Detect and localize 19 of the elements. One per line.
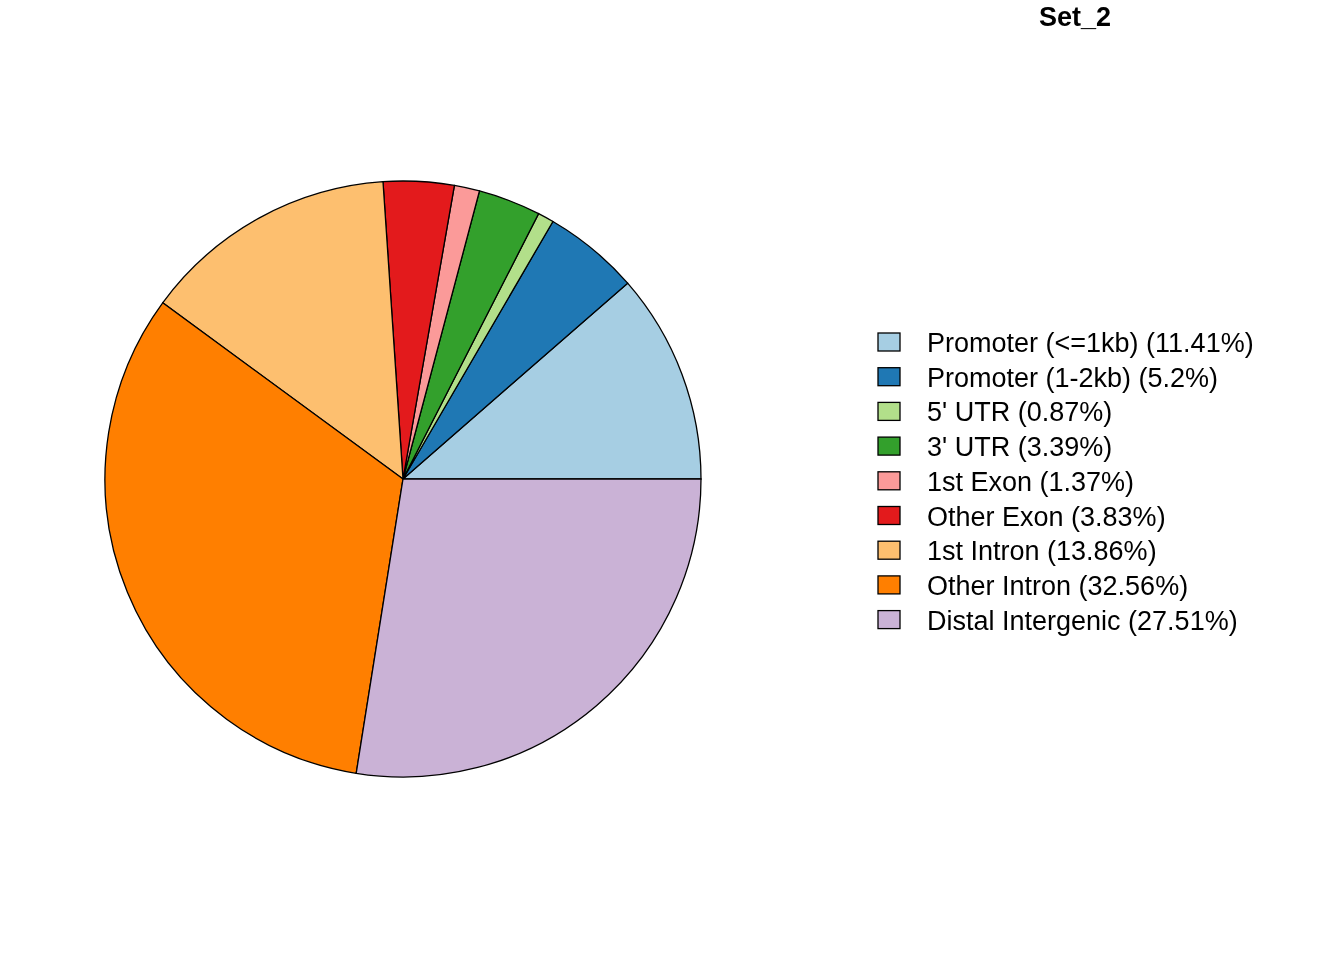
data-label: (11.41%)	[1146, 328, 1254, 358]
legend-label: Promoter (1-2kb)	[927, 362, 1132, 393]
chart-title: Set_2	[1038, 2, 1112, 32]
data-label: (1.37%)	[1039, 466, 1135, 497]
legend-label: Promoter (<=1kb)	[927, 328, 1139, 358]
legend-label: 5' UTR	[927, 397, 1011, 428]
legend-label: Distal Intergenic	[927, 605, 1121, 636]
data-label: (0.87%)	[1017, 397, 1113, 428]
legend-label: 1st Intron	[927, 536, 1040, 567]
data-label: (3.39%)	[1017, 432, 1113, 463]
legend-label: 1st Exon	[927, 466, 1033, 497]
data-label: (32.56%)	[1078, 570, 1189, 601]
data-label: (3.83%)	[1071, 501, 1166, 532]
legend-label: Other Intron	[927, 570, 1072, 601]
data-label: (27.51%)	[1128, 605, 1238, 636]
legend-label: Other Exon	[927, 501, 1064, 532]
legend-label: 3' UTR	[927, 432, 1011, 463]
data-label: (5.2%)	[1138, 362, 1219, 393]
data-label: (13.86%)	[1047, 536, 1157, 567]
